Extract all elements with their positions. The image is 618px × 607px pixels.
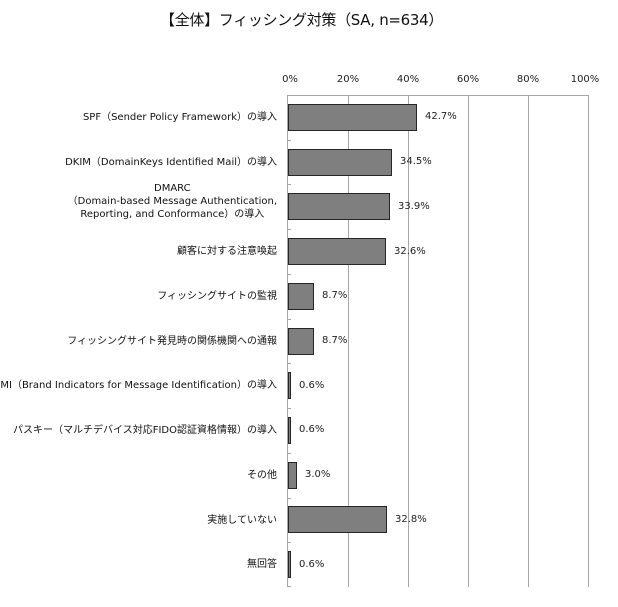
category-label: 無回答 <box>247 559 277 570</box>
value-label: 42.7% <box>425 111 457 122</box>
y-axis-tick <box>288 453 291 454</box>
value-label: 8.7% <box>322 290 348 301</box>
category-label: 顧客に対する注意喚起 <box>177 246 277 257</box>
gridline-80 <box>528 95 529 587</box>
category-label: 実施していない <box>207 515 277 526</box>
y-axis-tick <box>288 184 291 185</box>
category-label: その他 <box>247 470 277 481</box>
value-label: 33.9% <box>398 201 430 212</box>
bar <box>288 193 390 220</box>
gridline-60 <box>468 95 469 587</box>
bar <box>288 551 291 578</box>
category-label: パスキー（マルチデバイス対応FIDO認証資格情報）の導入 <box>13 425 277 436</box>
chart-title: 【全体】フィッシング対策（SA, n=634） <box>160 11 444 29</box>
bar <box>288 462 297 489</box>
bar <box>288 149 392 176</box>
x-tick-label: 60% <box>456 74 480 85</box>
value-label: 32.6% <box>394 246 426 257</box>
bar <box>288 104 417 131</box>
bar <box>288 417 291 444</box>
value-label: 8.7% <box>322 335 348 346</box>
y-axis-tick <box>288 498 291 499</box>
value-label: 3.0% <box>305 469 331 480</box>
x-tick-label: 80% <box>516 74 540 85</box>
value-label: 0.6% <box>299 424 325 435</box>
y-axis-tick <box>288 542 291 543</box>
value-label: 34.5% <box>400 156 432 167</box>
y-axis-tick <box>288 586 291 587</box>
bar <box>288 372 291 399</box>
x-tick-label: 20% <box>336 74 360 85</box>
value-label: 0.6% <box>299 380 325 391</box>
gridline-100 <box>588 95 589 587</box>
category-label: DKIM（DomainKeys Identified Mail）の導入 <box>65 157 277 168</box>
category-label: DMARC （Domain-based Message Authenticati… <box>67 183 277 220</box>
y-axis-tick <box>288 140 291 141</box>
plot-top-border <box>288 95 589 96</box>
y-axis-line <box>287 95 288 587</box>
y-axis-tick <box>288 319 291 320</box>
category-label: SPF（Sender Policy Framework）の導入 <box>82 112 277 123</box>
bar <box>288 328 314 355</box>
plot-area: 42.7% 34.5% 33.9% 32.6% 8.7% 8.7% 0.6% 0.6% 3.0%… <box>287 95 589 587</box>
gridline-40 <box>408 95 409 587</box>
y-axis-tick <box>288 229 291 230</box>
value-label: 0.6% <box>299 559 325 570</box>
gridline-20 <box>348 95 349 587</box>
y-axis-tick <box>288 363 291 364</box>
category-label: BIMI（Brand Indicators for Message Identi… <box>0 380 277 391</box>
y-axis-tick <box>288 274 291 275</box>
bar <box>288 283 314 310</box>
x-tick-label: 0% <box>282 74 298 85</box>
bar <box>288 506 387 533</box>
value-label: 32.8% <box>395 514 427 525</box>
y-axis-tick <box>288 408 291 409</box>
bar <box>288 238 386 265</box>
category-label: フィッシングサイト発見時の関係機関への通報 <box>67 336 277 347</box>
x-tick-label: 40% <box>396 74 420 85</box>
x-tick-label: 100% <box>570 74 600 85</box>
category-label: フィッシングサイトの監視 <box>157 291 277 302</box>
